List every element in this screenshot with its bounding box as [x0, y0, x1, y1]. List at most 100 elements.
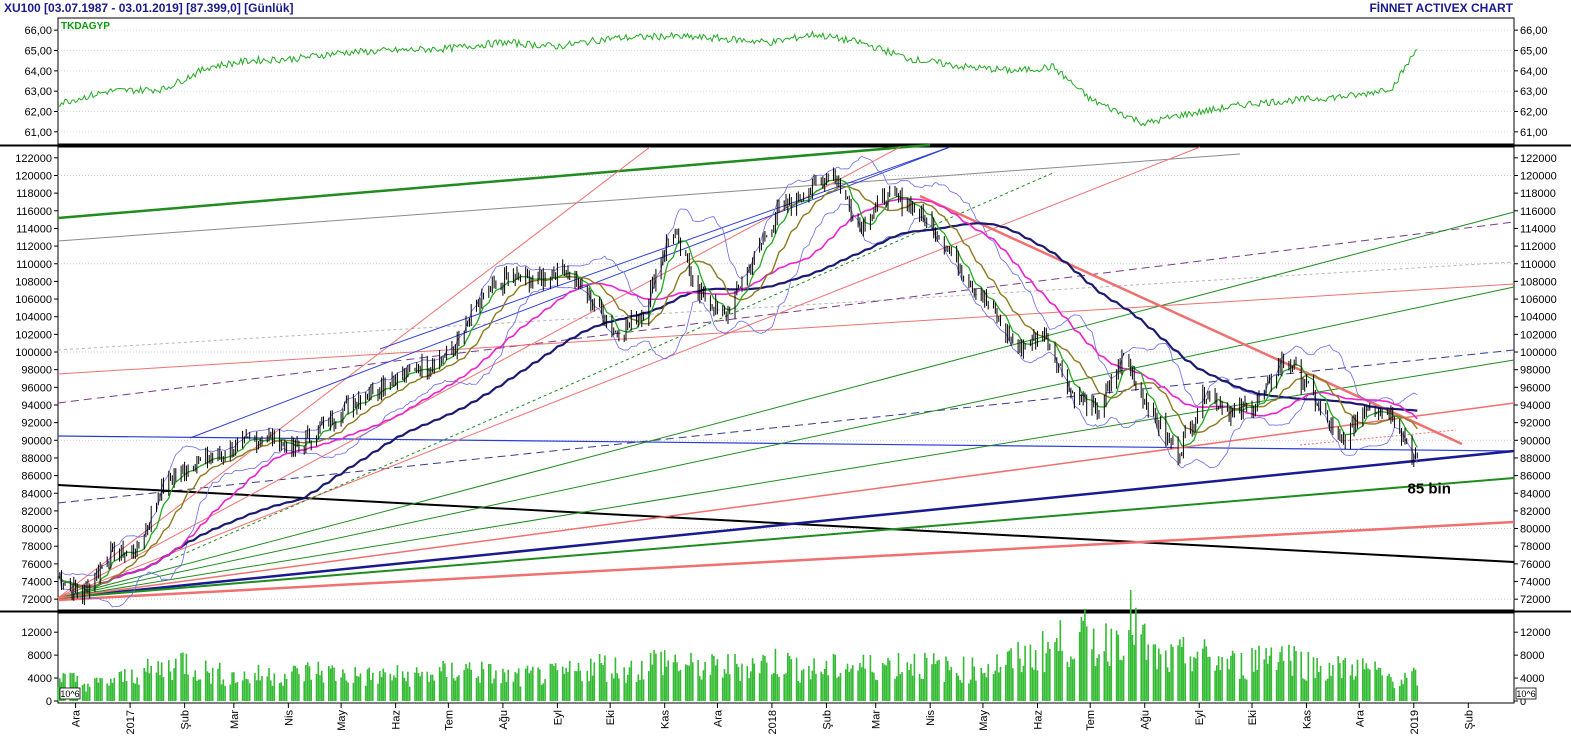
y-tick-label: 108000	[1520, 276, 1557, 288]
volume-bar	[913, 653, 916, 701]
volume-bar	[180, 653, 182, 701]
volume-bar	[1207, 657, 1209, 701]
volume-bar	[319, 675, 321, 701]
volume-bar	[1154, 644, 1157, 701]
volume-bar	[1080, 617, 1083, 701]
y-tick-label: 88000	[21, 453, 52, 465]
volume-bar	[414, 672, 416, 701]
volume-bar	[920, 678, 923, 701]
volume-bar	[901, 672, 903, 701]
volume-bar	[667, 660, 669, 701]
volume-bar	[885, 665, 887, 701]
volume-bar	[254, 673, 256, 701]
x-tick-label: Ağu	[1140, 710, 1152, 730]
volume-bar	[992, 674, 995, 701]
volume-bar	[628, 667, 631, 701]
volume-bar	[1326, 678, 1329, 701]
volume-bar	[317, 661, 320, 701]
volume-bar	[120, 671, 123, 701]
y-tick-label: 118000	[1520, 188, 1556, 200]
volume-bar	[575, 671, 578, 701]
y-tick-label: 112000	[16, 241, 52, 253]
y-tick-label: 76000	[1520, 559, 1551, 571]
x-tick-label: Eki	[605, 710, 617, 725]
volume-bar	[1189, 656, 1192, 701]
volume-bar	[999, 666, 1002, 701]
y-tick-label: 104000	[1520, 312, 1557, 324]
volume-bar	[934, 664, 937, 701]
volume-bar	[947, 660, 949, 701]
volume-bar	[1216, 665, 1218, 701]
volume-bar	[1230, 655, 1232, 701]
y-tick-label: 94000	[21, 400, 52, 412]
volume-bar	[748, 678, 750, 701]
volume-bar	[1386, 675, 1389, 701]
volume-bar	[896, 676, 898, 701]
fan-green-3	[57, 359, 1515, 599]
volume-bar	[1033, 669, 1035, 701]
volume-bar	[1363, 669, 1366, 701]
volume-bar	[169, 671, 172, 701]
volume-bar	[1330, 675, 1332, 701]
y-tick-label: 122000	[15, 153, 52, 165]
volume-bar	[1059, 620, 1062, 701]
volume-bar	[737, 667, 740, 701]
volume-bar	[236, 682, 239, 701]
volume-bar	[430, 674, 432, 701]
volume-bar	[1314, 677, 1317, 701]
volume-bar	[862, 654, 865, 701]
volume-bar	[1319, 665, 1322, 701]
volume-bar	[321, 670, 323, 701]
trendline-blue-horizontal	[57, 435, 1515, 452]
volume-bar	[196, 680, 198, 701]
volume-bar	[354, 667, 356, 701]
volume-bar	[517, 668, 520, 701]
volume-bar	[83, 683, 86, 701]
volume-bar	[1291, 675, 1294, 701]
volume-bar	[771, 674, 773, 701]
volume-bar	[143, 668, 145, 701]
volume-bar	[626, 674, 629, 701]
volume-bar	[81, 685, 84, 701]
volume-bar	[131, 669, 133, 701]
volume-bar	[111, 682, 114, 701]
volume-bar	[674, 654, 676, 701]
volume-bar	[1277, 662, 1280, 701]
volume-bar	[554, 663, 557, 701]
volume-bar	[1140, 634, 1142, 701]
volume-bar	[1184, 663, 1186, 701]
volume-bar	[182, 652, 184, 701]
volume-bar	[108, 685, 110, 701]
volume-bar	[524, 668, 527, 701]
volume-bar	[231, 672, 233, 701]
volume-bar	[1214, 670, 1216, 701]
volume-bar	[635, 681, 638, 701]
volume-bar	[1103, 651, 1106, 701]
x-axis-ticks: Ara 2017 Şub Mar Nis May Haz Tem Ağu Eyl Eki Kas Ara…	[71, 703, 1475, 734]
trendline-red-support	[57, 520, 1515, 602]
volume-bar	[1256, 669, 1259, 701]
volume-bar	[1379, 668, 1382, 701]
y-tick-label: 72000	[21, 594, 52, 606]
y-tick-label: 118000	[16, 188, 52, 200]
volume-bar	[637, 674, 640, 701]
volume-bar	[1413, 667, 1415, 701]
y-tick-label: 90000	[21, 435, 52, 447]
volume-bar	[268, 668, 270, 701]
volume-bar	[394, 677, 397, 701]
volume-bar	[797, 681, 800, 701]
volume-bar	[1202, 648, 1204, 701]
volume-bar	[625, 682, 627, 701]
volume-bar	[969, 679, 972, 701]
volume-bar	[379, 671, 381, 701]
volume-bar	[451, 662, 453, 701]
volume-bar	[352, 682, 355, 701]
x-tick-label: Tem	[1085, 710, 1097, 731]
volume-bar	[136, 677, 138, 701]
trendline-green-top	[57, 143, 931, 220]
volume-bar	[405, 681, 407, 701]
volume-bar	[787, 652, 789, 701]
volume-bar	[611, 673, 613, 701]
volume-bar	[1006, 651, 1009, 701]
